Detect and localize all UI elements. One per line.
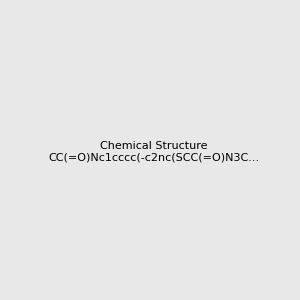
Text: Chemical Structure
CC(=O)Nc1cccc(-c2nc(SCC(=O)N3C...: Chemical Structure CC(=O)Nc1cccc(-c2nc(S… — [48, 141, 259, 162]
